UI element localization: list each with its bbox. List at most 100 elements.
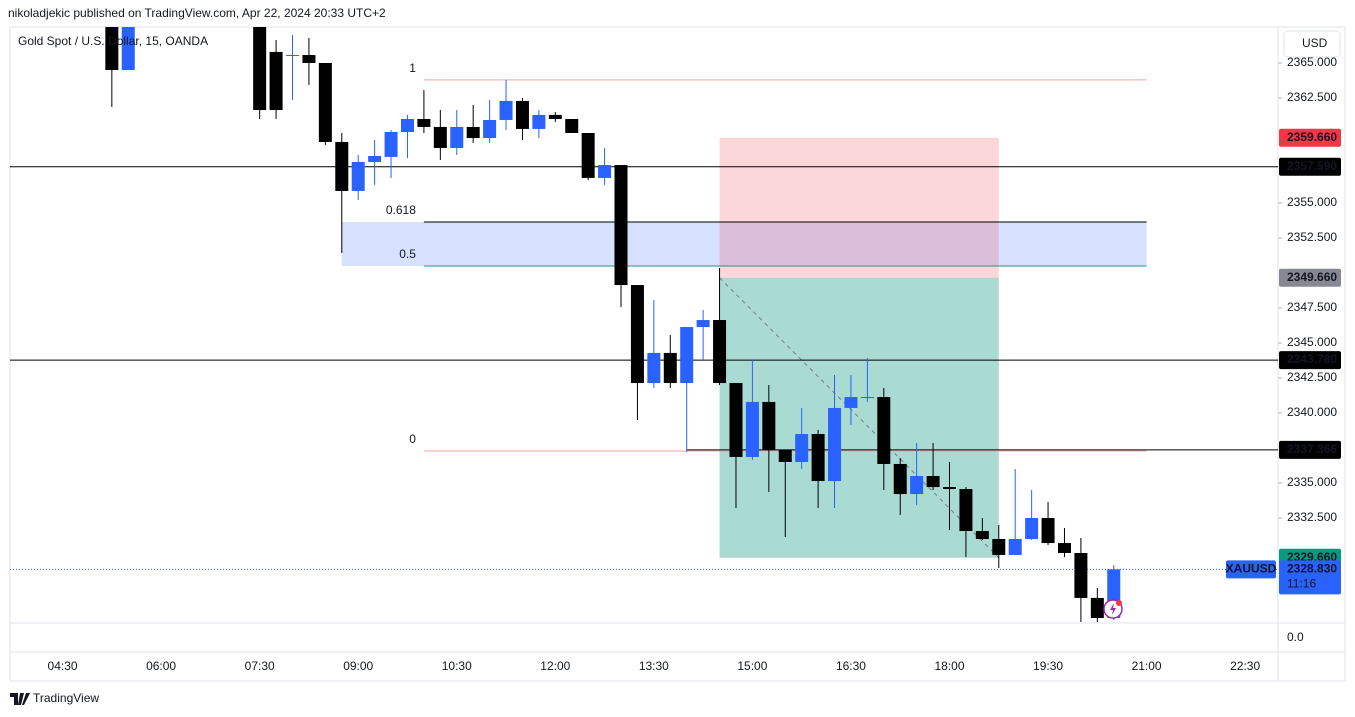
position-stop-zone xyxy=(719,137,999,278)
candle-body xyxy=(121,27,135,70)
alert-dot xyxy=(1116,600,1122,606)
candle-body xyxy=(992,538,1006,555)
candle-body xyxy=(713,320,727,384)
candle-body xyxy=(532,114,546,129)
y-tick-label: 2332.500 xyxy=(1287,510,1337,524)
candle-body xyxy=(269,51,283,111)
fib-level-label: 1 xyxy=(409,61,416,75)
candle-body xyxy=(318,62,332,142)
candle-body xyxy=(515,100,529,129)
candle-body xyxy=(466,126,480,139)
candle-body xyxy=(368,155,382,162)
candle-body xyxy=(400,118,414,133)
fib-level-label: 0 xyxy=(409,432,416,446)
y-tick-label: 2362.500 xyxy=(1287,90,1337,104)
frame xyxy=(9,26,1346,682)
candle-body xyxy=(1074,552,1088,598)
line-price-label: 2343.780 xyxy=(1287,352,1337,366)
brand-name: TradingView xyxy=(33,691,99,705)
x-tick-label: 09:00 xyxy=(343,659,373,673)
volume-axis-label: 0.0 xyxy=(1287,630,1304,644)
candle-body xyxy=(696,320,710,328)
candle-body xyxy=(745,401,759,457)
position-path xyxy=(719,277,1000,559)
entry-label: 2349.660 xyxy=(1287,270,1337,284)
candle-body xyxy=(548,114,562,119)
entry-label-box xyxy=(1279,268,1341,287)
candle-body xyxy=(1025,517,1039,539)
candle-body xyxy=(384,132,398,157)
published-line: nikoladjekic published on TradingView.co… xyxy=(8,6,386,20)
candle-body xyxy=(959,489,973,532)
x-tick-label: 15:00 xyxy=(737,659,767,673)
candle-body xyxy=(795,433,809,462)
candle-body xyxy=(1090,597,1104,618)
candle-body xyxy=(860,397,874,399)
y-tick-label: 2335.000 xyxy=(1287,475,1337,489)
candle-body xyxy=(433,126,447,148)
candle-body xyxy=(811,433,825,482)
candle-body xyxy=(1057,543,1071,553)
candle-body xyxy=(351,161,365,191)
candle-body xyxy=(680,327,694,384)
last-price-box xyxy=(1279,560,1341,595)
last-price-label: 2328.830 xyxy=(1287,562,1337,576)
x-tick-label: 19:30 xyxy=(1033,659,1063,673)
symbol-label: XAUUSD xyxy=(1226,562,1277,576)
currency-button[interactable] xyxy=(1283,30,1341,58)
candle-body xyxy=(499,100,513,120)
candle-body xyxy=(762,401,776,450)
line-price-label: 2357.590 xyxy=(1287,159,1337,173)
x-tick-label: 04:30 xyxy=(48,659,78,673)
candle-body xyxy=(598,165,612,178)
fib-zone xyxy=(341,222,1147,266)
candle-body xyxy=(581,132,595,178)
candle-body xyxy=(729,383,743,457)
y-tick-label: 2345.000 xyxy=(1287,335,1337,349)
candle-body xyxy=(926,475,940,488)
ray-price-label: 2337.366 xyxy=(1287,442,1337,456)
x-tick-label: 21:00 xyxy=(1132,659,1162,673)
candle-body xyxy=(943,487,957,490)
candle-body xyxy=(483,119,497,139)
candle-body xyxy=(877,397,891,464)
x-tick-label: 18:00 xyxy=(934,659,964,673)
fib-level-label: 0.618 xyxy=(386,203,416,217)
candle-body xyxy=(302,55,316,63)
candle-body xyxy=(975,531,989,539)
y-tick-label: 2340.000 xyxy=(1287,405,1337,419)
candle-body xyxy=(335,141,349,191)
y-tick-label: 2352.500 xyxy=(1287,230,1337,244)
x-tick-label: 06:00 xyxy=(146,659,176,673)
candle-body xyxy=(450,126,464,148)
x-tick-label: 16:30 xyxy=(836,659,866,673)
stop-label: 2359.660 xyxy=(1287,130,1337,144)
x-tick-label: 10:30 xyxy=(442,659,472,673)
candle-body xyxy=(647,352,661,384)
overlay: 2365.000 2362.500 2355.000 2352.500 2347.500… xyxy=(48,55,1341,673)
alert-bolt xyxy=(1110,603,1116,615)
candle-body xyxy=(1008,538,1022,555)
countdown-label: 11:16 xyxy=(1287,577,1316,591)
candle-body xyxy=(565,118,579,133)
x-tick-label: 13:30 xyxy=(639,659,669,673)
y-tick-label: 2342.500 xyxy=(1287,370,1337,384)
ray-price-label-box xyxy=(1279,440,1341,459)
currency-label[interactable]: USD xyxy=(1302,36,1328,50)
candle-body xyxy=(286,55,300,57)
candle-body xyxy=(253,27,267,111)
x-tick-label: 07:30 xyxy=(245,659,275,673)
y-tick-label: 2365.000 xyxy=(1287,55,1337,69)
candle-body xyxy=(630,285,644,384)
candle-body xyxy=(828,407,842,482)
candle-body xyxy=(910,475,924,495)
candle-body xyxy=(614,165,628,286)
symbol-box xyxy=(1226,560,1276,579)
x-tick-label: 12:00 xyxy=(540,659,570,673)
legend-title: Gold Spot / U.S. Dollar, 15, OANDA xyxy=(18,34,208,48)
fib-level-label: 0.5 xyxy=(399,247,416,261)
y-tick-label: 2355.000 xyxy=(1287,195,1337,209)
stop-label-box xyxy=(1279,128,1341,147)
